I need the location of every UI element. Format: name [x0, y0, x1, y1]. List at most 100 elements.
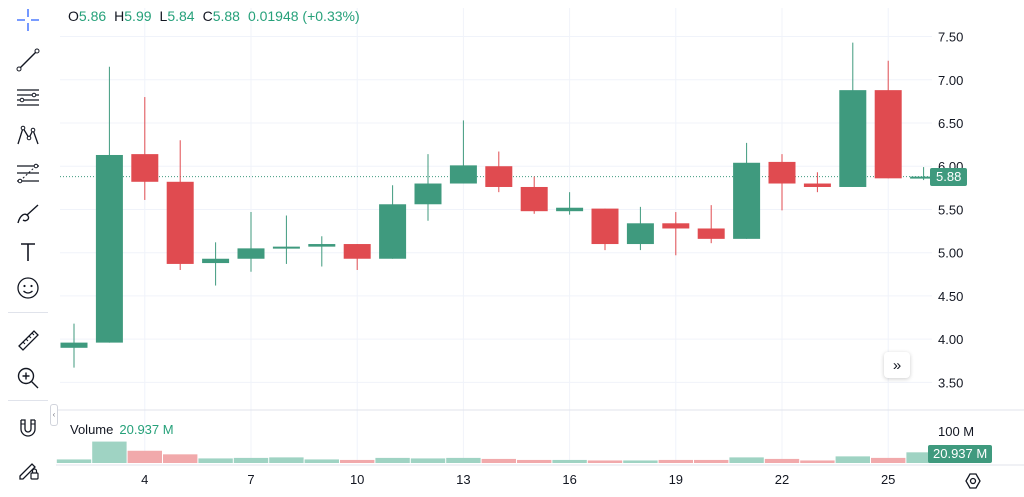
- y-tick-label: 5.00: [938, 246, 963, 261]
- horizontal-lines-tool-button[interactable]: [12, 82, 44, 114]
- candle-body: [166, 181, 194, 264]
- drawing-toolbar: [0, 0, 56, 497]
- close-label: C: [202, 8, 213, 24]
- trend-line-icon: [16, 48, 40, 72]
- candle-body: [485, 166, 513, 187]
- volume-value: 20.937 M: [119, 422, 174, 437]
- open-label: O: [68, 8, 79, 24]
- candle-body: [662, 223, 690, 229]
- volume-axis-label: 100 M: [938, 424, 974, 439]
- volume-bar: [658, 459, 693, 463]
- volume-bar: [729, 457, 764, 463]
- emoji-tool-button[interactable]: [12, 272, 44, 304]
- volume-bar: [340, 459, 375, 463]
- volume-bar: [304, 459, 339, 463]
- candle-body: [449, 165, 477, 184]
- volume-bar: [906, 452, 941, 463]
- candle-body: [591, 208, 619, 245]
- candle-body: [343, 244, 371, 259]
- settings-icon: [965, 473, 981, 489]
- candle-body: [768, 161, 796, 184]
- x-tick-label: 7: [247, 472, 254, 487]
- volume-legend[interactable]: Volume 20.937 M: [70, 422, 174, 437]
- pattern-tool-button[interactable]: [12, 120, 44, 152]
- candle-body: [60, 342, 88, 348]
- candle-body: [237, 248, 265, 259]
- low-label: L: [159, 8, 168, 24]
- candle-body: [308, 244, 336, 247]
- zoom-in-tool-button[interactable]: [12, 362, 44, 394]
- horizontal-lines-icon: [17, 89, 39, 106]
- lock-drawing-icon: [19, 463, 39, 480]
- y-tick-label: 5.50: [938, 202, 963, 217]
- volume-bar: [92, 441, 127, 463]
- x-tick-label: 13: [456, 472, 470, 487]
- volume-label: Volume: [70, 422, 114, 437]
- crosshair-icon: [17, 9, 39, 31]
- volume-bar: [375, 457, 410, 463]
- close-value: 5.88: [212, 8, 240, 24]
- emoji-icon: [17, 277, 39, 299]
- y-tick-label: 4.50: [938, 289, 963, 304]
- ohlc-legend: O5.86 H5.99 L5.84 C5.88 0.01948 (+0.33%): [68, 8, 360, 24]
- toolbar-divider: [8, 312, 48, 313]
- candle-body: [910, 176, 938, 179]
- low-value: 5.84: [167, 8, 195, 24]
- volume-bar: [552, 459, 587, 463]
- volume-bar: [269, 457, 304, 463]
- volume-bar: [163, 454, 198, 463]
- volume-bar: [587, 460, 623, 463]
- y-tick-label: 7.50: [938, 30, 963, 45]
- candle-body: [272, 246, 300, 249]
- volume-bar: [871, 457, 906, 463]
- pane-collapse-handle[interactable]: ‹: [50, 404, 58, 426]
- candle-body: [202, 258, 230, 264]
- magnet-tool-button[interactable]: [12, 412, 44, 444]
- volume-bar: [481, 458, 516, 463]
- volume-bar: [517, 459, 552, 463]
- x-tick-label: 19: [669, 472, 683, 487]
- text-icon: [21, 243, 35, 261]
- volume-bar: [410, 458, 446, 463]
- zoom-in-icon: [17, 367, 39, 389]
- candle-body: [520, 186, 548, 212]
- lock-drawing-tool-button[interactable]: [12, 452, 44, 484]
- crosshair-tool-button[interactable]: [12, 4, 44, 36]
- volume-bar: [56, 459, 92, 463]
- x-tick-label: 16: [562, 472, 576, 487]
- scroll-to-realtime-button[interactable]: »: [884, 352, 910, 378]
- candle-body: [379, 204, 407, 259]
- magnet-icon: [20, 419, 36, 437]
- volume-bar: [764, 458, 800, 463]
- y-tick-label: 4.00: [938, 332, 963, 347]
- x-tick-label: 10: [350, 472, 364, 487]
- candle-body: [733, 162, 761, 239]
- candle-body: [556, 207, 584, 212]
- text-tool-button[interactable]: [12, 236, 44, 268]
- candle-body: [131, 154, 159, 182]
- toolbar-divider: [8, 400, 48, 401]
- high-value: 5.99: [124, 8, 152, 24]
- chart-settings-button[interactable]: [962, 470, 984, 492]
- volume-bar: [835, 456, 870, 463]
- x-tick-label: 25: [881, 472, 895, 487]
- volume-bar: [446, 457, 481, 463]
- volume-last-tag: 20.937 M: [928, 445, 993, 463]
- candle-body: [874, 90, 902, 179]
- price-chart[interactable]: 7.507.006.506.005.505.004.504.003.504 7 10…: [56, 0, 1024, 497]
- candle-body: [697, 228, 725, 239]
- brush-tool-button[interactable]: [12, 198, 44, 230]
- pattern-icon: [17, 125, 39, 145]
- open-value: 5.86: [78, 8, 107, 24]
- trend-line-tool-button[interactable]: [12, 44, 44, 76]
- last-price-tag: 5.88: [930, 168, 968, 186]
- volume-bar: [233, 457, 269, 463]
- fib-retracement-tool-button[interactable]: [12, 158, 44, 190]
- candle-body: [95, 154, 123, 343]
- volume-bar: [198, 458, 233, 463]
- volume-bar: [623, 460, 658, 463]
- chart-area[interactable]: 7.50 7.00 6.50 6.00 5.50 5.00 4.50 4.00 3.50 4 7 10…: [56, 0, 1024, 497]
- ruler-tool-button[interactable]: [12, 324, 44, 356]
- volume-bar: [127, 450, 162, 463]
- volume-bar: [800, 460, 835, 463]
